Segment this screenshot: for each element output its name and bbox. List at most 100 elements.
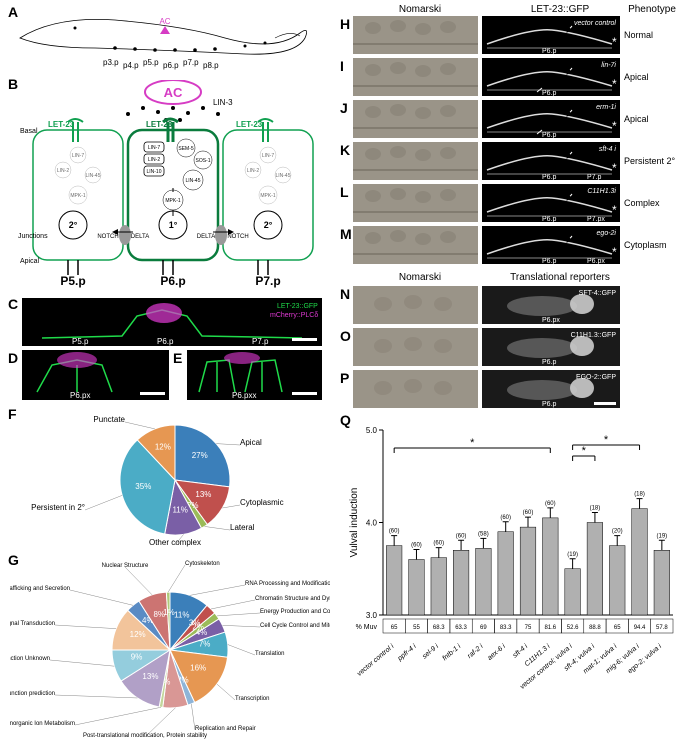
- signaling-diagram: AC LIN-3 LET-23 LET-23 LET-23 Basal Apic…: [18, 80, 328, 290]
- svg-text:Trafficking and Secretion: Trafficking and Secretion: [10, 586, 70, 592]
- bar-chart-q: 3.04.05.0Vulval induction(60)vector cont…: [345, 420, 680, 745]
- svg-text:16%: 16%: [190, 663, 206, 672]
- reporter-n: SFT-4::GFPP6.px: [482, 286, 620, 324]
- svg-text:P6.p: P6.p: [542, 359, 557, 366]
- svg-text:(60): (60): [500, 515, 511, 521]
- svg-text:SOS-1: SOS-1: [195, 158, 210, 164]
- svg-text:P6.pxx: P6.pxx: [232, 391, 256, 400]
- svg-text:4%: 4%: [196, 628, 208, 637]
- svg-text:Junctions: Junctions: [18, 233, 48, 240]
- p6-label: p6.p: [163, 61, 179, 70]
- svg-text:P6.px: P6.px: [587, 258, 605, 264]
- svg-text:*: *: [470, 437, 475, 449]
- svg-text:LIN-7: LIN-7: [262, 153, 274, 159]
- fluor-h: vector controlP6.p*: [482, 16, 620, 54]
- svg-text:LIN-2: LIN-2: [148, 157, 160, 163]
- svg-text:P7.p: P7.p: [252, 337, 269, 346]
- svg-text:DELTA: DELTA: [131, 234, 149, 240]
- svg-text:Persistent in 2°: Persistent in 2°: [31, 503, 85, 512]
- svg-text:(60): (60): [433, 541, 444, 547]
- svg-text:1%: 1%: [163, 608, 175, 617]
- svg-text:Inorganic Ion Metabolism: Inorganic Ion Metabolism: [10, 721, 75, 727]
- svg-text:68.3: 68.3: [433, 625, 445, 631]
- svg-text:57.8: 57.8: [656, 625, 668, 631]
- svg-text:LIN-2: LIN-2: [57, 168, 69, 174]
- svg-text:*: *: [612, 245, 617, 259]
- svg-text:Cytoplasmic: Cytoplasmic: [240, 498, 284, 507]
- nomarski-n: [353, 286, 478, 324]
- phenotype-m: Cytoplasm: [624, 240, 667, 250]
- svg-text:94.4: 94.4: [634, 625, 646, 631]
- nomarski-h: [353, 16, 478, 54]
- svg-text:LET-23::GFP: LET-23::GFP: [277, 303, 318, 310]
- svg-text:P5.p: P5.p: [60, 274, 85, 288]
- svg-text:Chromatin Structure and Dynami: Chromatin Structure and Dynamics: [255, 596, 330, 602]
- svg-text:AC: AC: [164, 85, 183, 100]
- svg-text:35%: 35%: [135, 482, 151, 491]
- svg-text:sft-4 i: sft-4 i: [599, 146, 617, 153]
- svg-text:SEM-5: SEM-5: [178, 146, 194, 152]
- svg-text:Post-translational modificatio: Post-translational modification, Protein…: [83, 733, 207, 739]
- panel-label-f: F: [8, 406, 17, 422]
- svg-text:P6.p: P6.p: [542, 401, 557, 408]
- svg-text:MPK-1: MPK-1: [165, 198, 181, 204]
- svg-text:vector control: vector control: [574, 20, 616, 27]
- svg-text:13%: 13%: [142, 672, 158, 681]
- p7-label: p7.p: [183, 58, 199, 67]
- nomarski-p: [353, 370, 478, 408]
- svg-text:Apical: Apical: [20, 258, 40, 265]
- svg-text:LET-23: LET-23: [146, 120, 173, 129]
- svg-text:3.0: 3.0: [366, 611, 378, 620]
- svg-text:raf-2 i: raf-2 i: [466, 643, 485, 660]
- svg-text:DELTA: DELTA: [197, 234, 215, 240]
- nomarski-j: [353, 100, 478, 138]
- svg-text:Transcription: Transcription: [235, 696, 269, 702]
- svg-text:(20): (20): [612, 529, 623, 535]
- phenotype-j: Apical: [624, 114, 649, 124]
- svg-text:75: 75: [525, 625, 532, 631]
- svg-text:aex-6 i: aex-6 i: [486, 643, 507, 662]
- micrograph-c: LET-23::GFP mCherry::PLCδ P5.p P6.p P7.p: [22, 298, 322, 346]
- svg-text:LIN-10: LIN-10: [146, 169, 161, 175]
- svg-text:vector control i: vector control i: [356, 643, 396, 678]
- svg-text:(60): (60): [389, 529, 400, 535]
- col-phenotype: Phenotype: [622, 4, 682, 15]
- svg-text:83.3: 83.3: [500, 625, 512, 631]
- svg-text:% Muv: % Muv: [356, 624, 378, 631]
- panel-label-i: I: [340, 58, 344, 74]
- svg-text:P7.p: P7.p: [587, 174, 602, 180]
- panel-label-k: K: [340, 142, 350, 158]
- svg-text:63.3: 63.3: [455, 625, 467, 631]
- svg-text:lin-7i: lin-7i: [601, 62, 616, 69]
- svg-text:P6.p: P6.p: [542, 216, 557, 222]
- svg-text:ppfr-4 i: ppfr-4 i: [396, 643, 418, 663]
- panel-label-h: H: [340, 16, 350, 32]
- svg-text:12%: 12%: [130, 630, 146, 639]
- svg-text:P6.p: P6.p: [542, 90, 557, 96]
- svg-text:*: *: [612, 161, 617, 175]
- panel-label-o: O: [340, 328, 351, 344]
- pie-chart-g: 11%RNA Processing and Modification3%Chro…: [10, 555, 330, 745]
- svg-text:mCherry::PLCδ: mCherry::PLCδ: [270, 312, 318, 319]
- nomarski-o: [353, 328, 478, 366]
- svg-text:sft-4 i: sft-4 i: [512, 643, 530, 660]
- nomarski-i: [353, 58, 478, 96]
- svg-text:4.0: 4.0: [366, 519, 378, 528]
- svg-text:(60): (60): [545, 501, 556, 507]
- svg-text:P6.p: P6.p: [542, 174, 557, 180]
- svg-text:LIN-45: LIN-45: [275, 173, 290, 179]
- svg-text:(58): (58): [478, 531, 489, 537]
- p3-label: p3.p: [103, 58, 119, 67]
- svg-text:(18): (18): [634, 492, 645, 498]
- nomarski-m: [353, 226, 478, 264]
- phenotype-l: Complex: [624, 198, 660, 208]
- svg-text:(18): (18): [590, 506, 601, 512]
- svg-text:P5.p: P5.p: [72, 337, 89, 346]
- svg-text:69: 69: [480, 625, 487, 631]
- panel-label-p: P: [340, 370, 349, 386]
- svg-text:52.6: 52.6: [567, 625, 579, 631]
- col-trans: Translational reporters: [490, 272, 630, 283]
- svg-text:(19): (19): [657, 533, 668, 539]
- svg-text:*: *: [604, 434, 609, 446]
- svg-text:81.6: 81.6: [544, 625, 556, 631]
